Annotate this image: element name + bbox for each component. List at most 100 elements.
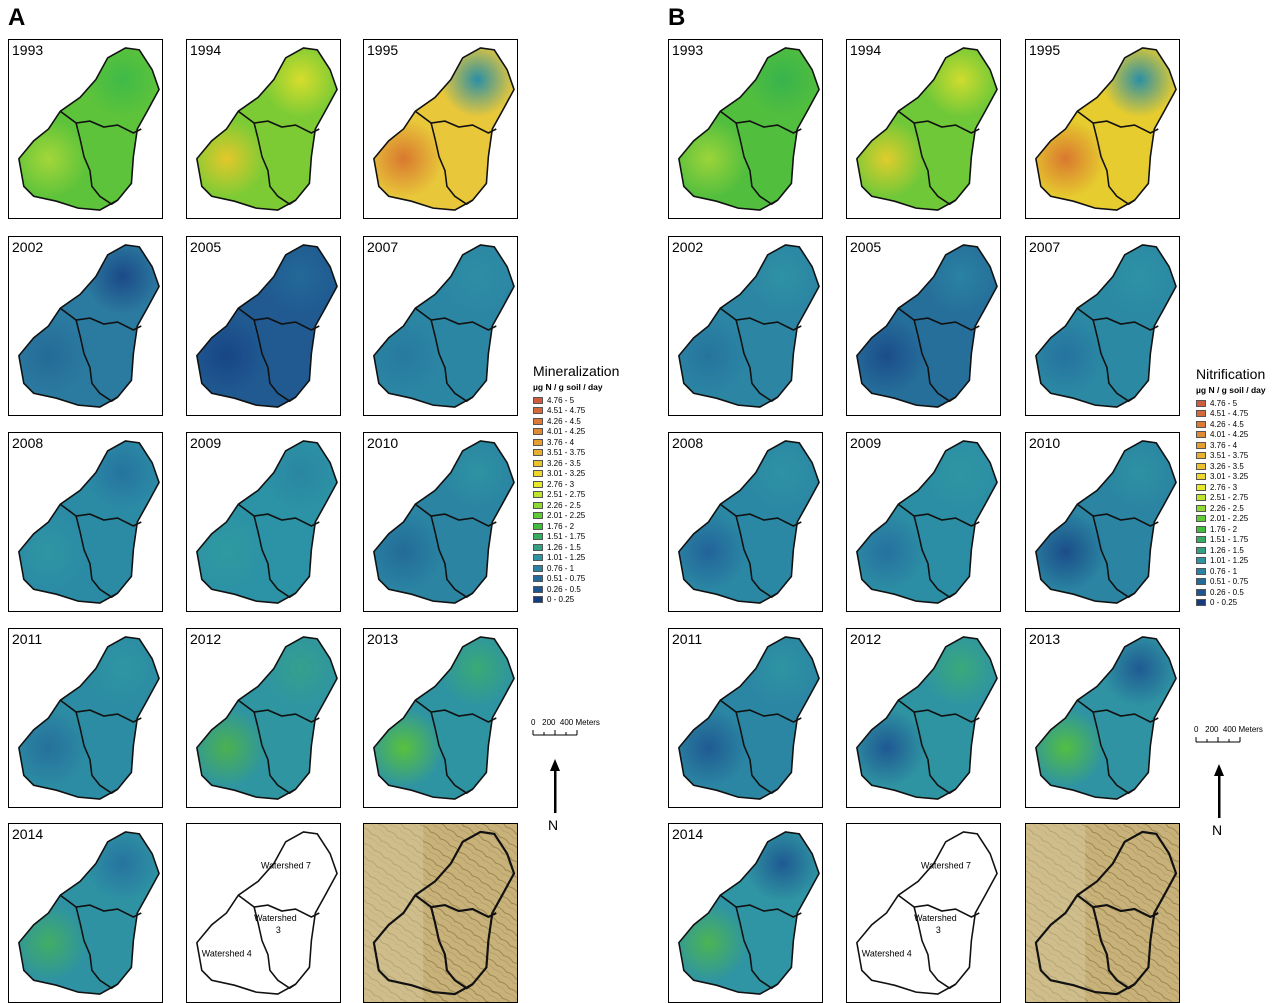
legend-swatch: [1196, 588, 1206, 596]
map-graphic: [18, 440, 160, 604]
scale-bar: 0 200 400 Meters: [531, 718, 600, 739]
legend-class-label: 1.26 - 1.5: [1210, 545, 1244, 555]
legend-class-label: 1.51 - 1.75: [1210, 535, 1249, 545]
legend-class-label: 2.51 - 2.75: [547, 490, 586, 500]
map-year-label: 2007: [1029, 239, 1061, 255]
legend-swatch: [1196, 441, 1206, 449]
legend-class: 3.51 - 3.75: [1196, 451, 1266, 462]
legend-class-label: 2.26 - 2.5: [1210, 503, 1244, 513]
watershed-boundary: [18, 244, 160, 408]
map-year-label: 2007: [367, 239, 399, 255]
legend-class-label: 3.76 - 4: [1210, 440, 1238, 450]
legend-class: 3.76 - 4: [1196, 440, 1266, 451]
map-tile-2008: 2008: [8, 432, 163, 612]
legend-title: Mineralization: [533, 363, 620, 379]
interpolated-surface: [373, 440, 515, 604]
map-graphic: [196, 244, 338, 408]
legend-class: 2.51 - 2.75: [1196, 493, 1266, 504]
legend-swatch: [533, 480, 543, 488]
map-graphic: [856, 244, 998, 408]
map-year-label: 1993: [12, 42, 44, 58]
map-year-label: 2012: [190, 631, 222, 647]
map-graphic: [856, 440, 998, 604]
map-year-label: 2010: [1029, 435, 1061, 451]
map-graphic: [196, 636, 338, 800]
legend-class: 1.76 - 2: [533, 521, 619, 532]
legend-class: 1.51 - 1.75: [533, 532, 619, 543]
map-graphic: [364, 824, 517, 1002]
watershed-label: Watershed 4: [202, 949, 252, 959]
watershed-boundary: [1035, 47, 1177, 211]
legend-swatch: [1196, 515, 1206, 523]
map-year-label: 2008: [672, 435, 704, 451]
panel-letter-b: B: [668, 4, 686, 31]
legend-swatch: [1196, 536, 1206, 544]
map-tile-2014: 2014: [8, 823, 163, 1003]
legend-swatch: [533, 449, 543, 457]
map-graphic: [678, 47, 820, 211]
legend-class-label: 3.01 - 3.25: [1210, 472, 1249, 482]
watershed-boundary: [196, 244, 338, 408]
topographic-map: [1025, 823, 1180, 1003]
interpolated-surface: [196, 244, 338, 408]
legend-class-label: 3.51 - 3.75: [547, 448, 586, 458]
map-year-label: 2013: [1029, 631, 1061, 647]
interpolated-surface: [856, 244, 998, 408]
map-year-label: 1995: [367, 42, 399, 58]
map-tile-2008: 2008: [668, 432, 823, 612]
map-tile-1994: 1994: [186, 39, 341, 219]
map-tile-2013: 2013: [1025, 628, 1180, 808]
map-tile-2007: 2007: [1025, 236, 1180, 416]
legend-class-label: 0 - 0.25: [1210, 598, 1238, 608]
legend-swatch: [1196, 578, 1206, 586]
legend-swatch: [533, 407, 543, 415]
interpolated-surface: [18, 47, 160, 211]
legend-swatch: [533, 585, 543, 593]
interpolated-surface: [856, 47, 998, 211]
legend-swatch: [533, 470, 543, 478]
legend-unit: µg N / g soil / day: [1196, 385, 1266, 395]
legend-swatch: [1196, 473, 1206, 481]
map-graphic: [856, 636, 998, 800]
panel-letter-a: A: [8, 4, 26, 31]
legend-swatch: [533, 417, 543, 425]
interpolated-surface: [1035, 636, 1177, 800]
watershed-boundary: [678, 244, 820, 408]
watershed-boundary: [373, 244, 515, 408]
legend-class: 0.76 - 1: [1196, 566, 1266, 577]
legend-class: 2.01 - 2.25: [533, 511, 619, 522]
map-graphic: Watershed 7 Watershed 3 Watershed 4: [856, 831, 998, 995]
legend-class: 3.51 - 3.75: [533, 448, 619, 459]
map-tile-2010: 2010: [1025, 432, 1180, 612]
legend-swatch: [533, 575, 543, 583]
map-year-label: 2011: [12, 631, 43, 647]
watershed-boundary: [373, 440, 515, 604]
legend-class-label: 0 - 0.25: [547, 595, 575, 605]
map-graphic: [196, 440, 338, 604]
topographic-map: [363, 823, 518, 1003]
legend-class-label: 4.76 - 5: [1210, 398, 1238, 408]
watershed-boundary: [18, 831, 160, 995]
legend-class: 4.01 - 4.25: [1196, 430, 1266, 441]
watershed-boundary: [372, 830, 516, 996]
legend-class-label: 4.26 - 4.5: [1210, 419, 1244, 429]
scale-bar-label: 0 200 400 Meters: [531, 718, 600, 727]
map-year-label: 1993: [672, 42, 704, 58]
legend-swatch: [533, 522, 543, 530]
legend-swatch: [533, 438, 543, 446]
map-year-label: 2011: [672, 631, 703, 647]
legend-class: 4.26 - 4.5: [1196, 419, 1266, 430]
watershed-outline-map: Watershed 7 Watershed 3 Watershed 4: [846, 823, 1001, 1003]
legend-swatch: [533, 428, 543, 436]
map-tile-2005: 2005: [186, 236, 341, 416]
legend-swatch: [1196, 494, 1206, 502]
legend-class: 0.76 - 1: [533, 563, 619, 574]
map-year-label: 1994: [850, 42, 882, 58]
map-graphic: [1026, 824, 1179, 1002]
watershed-boundary: [1035, 440, 1177, 604]
map-graphic: [678, 636, 820, 800]
watershed-boundary: [196, 636, 338, 800]
interpolated-surface: [373, 636, 515, 800]
map-tile-2009: 2009: [846, 432, 1001, 612]
legend-class-label: 2.76 - 3: [1210, 482, 1238, 492]
